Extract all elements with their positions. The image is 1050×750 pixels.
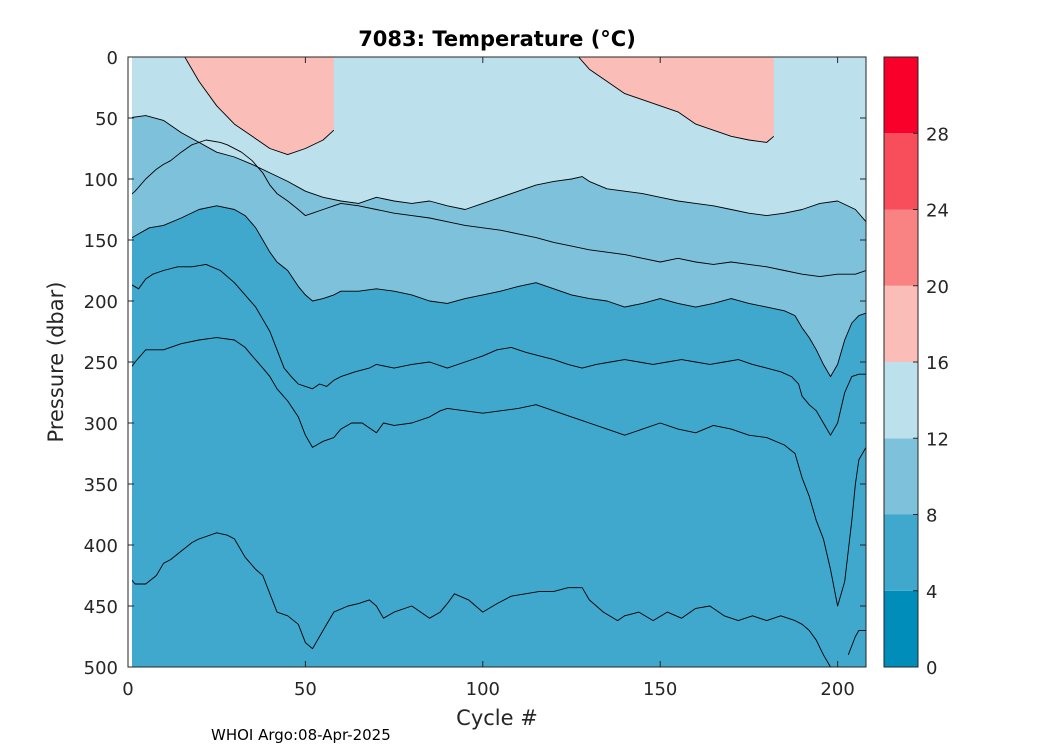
- plot-area: [127, 56, 867, 668]
- warm-region-8: [578, 57, 774, 143]
- colorbar-segment: [884, 438, 918, 515]
- colorbar-segment: [884, 57, 918, 134]
- x-tick-label: 0: [122, 679, 133, 700]
- colorbar-tick-label: 4: [926, 582, 937, 603]
- colorbar-segment: [884, 133, 918, 210]
- isotherm-8-3: [128, 263, 866, 436]
- chart-title: 7083: Temperature (°C): [358, 27, 636, 51]
- y-tick-label: 0: [107, 48, 118, 69]
- colorbar-segment: [884, 362, 918, 439]
- isotherm-12-5: [128, 139, 866, 278]
- y-tick-label: 50: [95, 109, 118, 130]
- x-tick-label: 200: [820, 679, 854, 700]
- isotherm-4-1: [847, 629, 866, 655]
- y-axis-label: Pressure (dbar): [44, 282, 68, 443]
- colorbar-tick-label: 12: [926, 429, 949, 450]
- colorbar-segment: [884, 209, 918, 286]
- x-tick-label: 50: [294, 679, 317, 700]
- footer-credit: WHOI Argo:08-Apr-2025: [211, 726, 391, 744]
- y-tick-label: 250: [84, 353, 118, 374]
- y-tick-label: 350: [84, 475, 118, 496]
- x-axis-label: Cycle #: [456, 706, 538, 730]
- y-tick-label: 500: [84, 658, 118, 679]
- isotherm-16-7: [184, 57, 335, 156]
- colorbar-segment: [884, 590, 918, 667]
- colorbar-segment: [884, 285, 918, 362]
- x-tick-label: 100: [466, 679, 500, 700]
- isotherm-4-0: [128, 532, 831, 667]
- colorbar-tick-label: 28: [926, 124, 949, 145]
- y-tick-label: 200: [84, 292, 118, 313]
- y-tick-label: 150: [84, 231, 118, 252]
- y-tick-label: 100: [84, 170, 118, 191]
- colorbar-segment: [884, 514, 918, 591]
- contour-fills: [128, 57, 866, 667]
- isotherm-14-6: [128, 115, 866, 222]
- x-tick-label: 150: [643, 679, 677, 700]
- colorbar-tick-label: 16: [926, 353, 949, 374]
- colorbar: 0 4 8 12 16 20 24 28: [883, 56, 949, 679]
- isotherm-16-8: [578, 57, 775, 143]
- y-tick-label: 300: [84, 414, 118, 435]
- x-axis: 0 50 100 150 200: [122, 57, 855, 700]
- colorbar-tick-label: 0: [926, 658, 937, 679]
- colorbar-tick-label: 24: [926, 201, 949, 222]
- y-tick-label: 450: [84, 597, 118, 618]
- colorbar-tick-label: 8: [926, 506, 937, 527]
- colorbar-tick-label: 20: [926, 277, 949, 298]
- isotherm-10-4: [128, 205, 866, 378]
- y-tick-label: 400: [84, 536, 118, 557]
- y-axis: 0 50 100 150 200 250 300 350 400 450 500: [84, 48, 866, 679]
- warm-region-7: [184, 57, 334, 155]
- isotherm-6-2: [128, 337, 866, 607]
